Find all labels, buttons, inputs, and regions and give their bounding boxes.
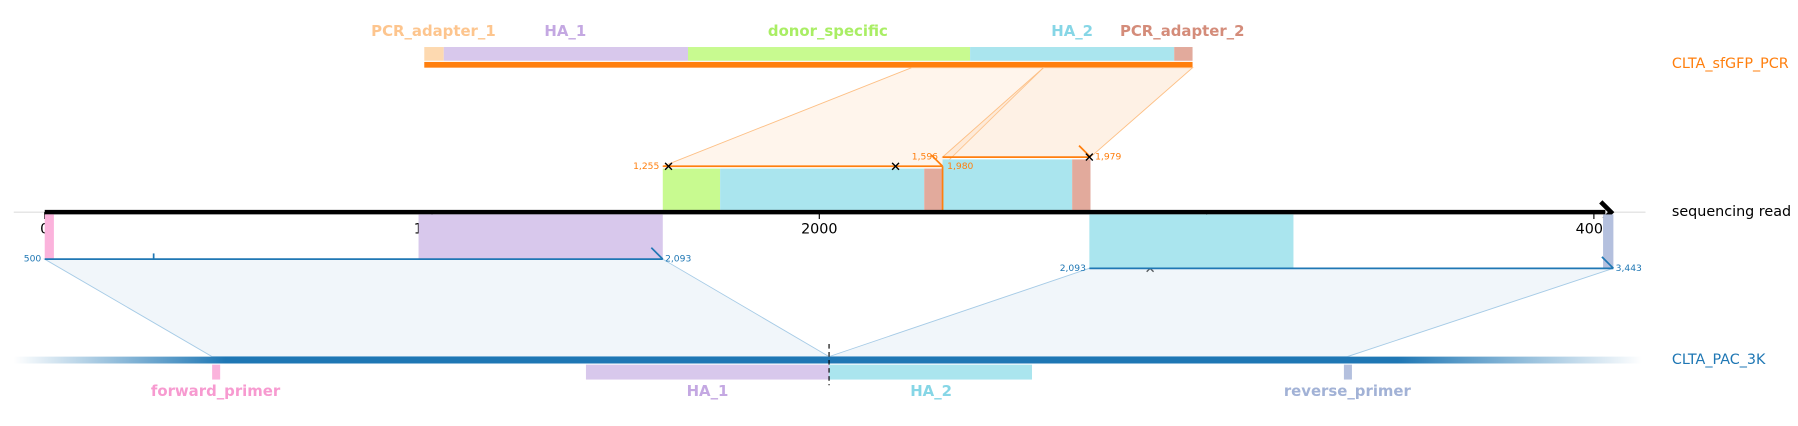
feature — [1343, 364, 1352, 380]
coordinate-label: 2,093 — [1060, 263, 1086, 274]
feature — [688, 47, 971, 61]
coordinate-label: 2,093 — [665, 254, 691, 265]
tick-label: 2000 — [801, 221, 837, 237]
feature-label: forward_primer — [151, 382, 281, 400]
feature — [418, 214, 663, 260]
feature-label: HA_1 — [687, 382, 729, 400]
feature — [443, 47, 689, 61]
feature-label: reverse_primer — [1284, 382, 1412, 400]
feature — [662, 168, 721, 211]
feature — [829, 364, 1033, 380]
coordinate-label: 1,979 — [1095, 152, 1121, 163]
feature — [1089, 214, 1294, 269]
feature — [44, 214, 54, 260]
bottom-reference: forward_primer HA_1 HA_2 reverse_primer … — [13, 344, 1766, 400]
alignment-shade — [828, 267, 1614, 358]
feature-label: donor_specific — [768, 22, 888, 40]
coordinate-label: 1,255 — [633, 161, 659, 172]
feature-label: PCR_adapter_2 — [1120, 22, 1245, 40]
tick-label: 4000 — [1576, 221, 1612, 237]
feature — [424, 47, 444, 61]
feature — [924, 168, 943, 211]
alignment-end — [1601, 256, 1614, 269]
feature — [212, 364, 221, 380]
alignment-shade — [43, 258, 831, 358]
ticks: 01000200030004000 — [40, 212, 1612, 237]
alignment-end — [930, 154, 944, 167]
feature — [585, 364, 830, 380]
feature — [1174, 47, 1193, 61]
read-name: sequencing read — [1672, 204, 1791, 220]
feature — [942, 159, 1073, 211]
bottom-alignments: 500 2,093 2,093 3,443 — [24, 214, 1642, 274]
reference-name: CLTA_sfGFP_PCR — [1672, 56, 1789, 72]
feature — [1603, 214, 1614, 269]
top-reference: PCR_adapter_1 HA_1 donor_specific HA_2 P… — [371, 22, 1789, 72]
feature — [1072, 159, 1091, 211]
top-alignments: 1,255 1,980 1,596 1,979 — [633, 145, 1155, 273]
feature-label: HA_2 — [1051, 22, 1093, 40]
coordinate-label: 500 — [24, 254, 42, 265]
feature-label: HA_2 — [910, 382, 952, 400]
feature — [720, 168, 925, 211]
coordinate-label: 1,980 — [947, 161, 973, 172]
reference-line — [13, 356, 1643, 364]
alignment-end — [650, 247, 664, 260]
coordinate-label: 3,443 — [1616, 263, 1642, 274]
reference-line — [424, 61, 1193, 68]
reference-name: CLTA_PAC_3K — [1672, 352, 1766, 368]
feature — [970, 47, 1175, 61]
feature-label: PCR_adapter_1 — [371, 22, 496, 40]
alignment-end — [1078, 145, 1092, 158]
coordinate-label: 1,596 — [912, 152, 938, 163]
feature-label: HA_1 — [544, 22, 586, 40]
